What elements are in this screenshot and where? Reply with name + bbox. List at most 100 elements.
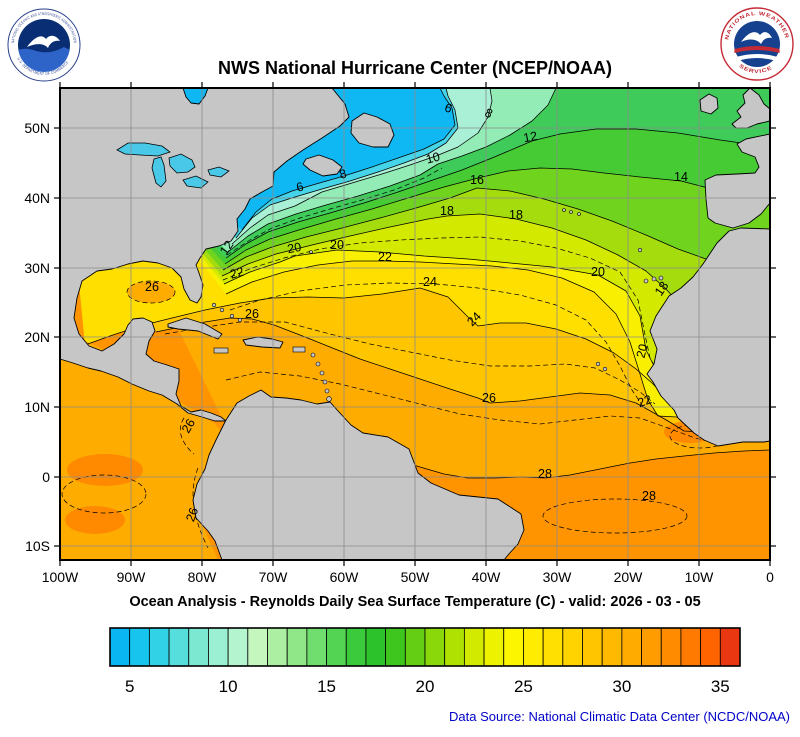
land-newfoundland [350, 112, 395, 148]
isotherm-16 [222, 187, 771, 271]
colorbar-cell [129, 627, 150, 667]
colorbar-cell [582, 627, 603, 667]
colorbar-cell [463, 627, 485, 667]
lat-label-10S: 10S [25, 538, 50, 554]
lon-label-50W: 50W [401, 569, 431, 585]
lake-superior [116, 142, 171, 157]
land-nova-scotia [302, 154, 343, 177]
colorbar-cell [483, 627, 505, 667]
isotherm-23-dashed [229, 282, 645, 409]
isotherm-26-dashed-colombia [180, 417, 195, 455]
temperature-colorbar: 5 10 15 20 25 30 35 [109, 627, 741, 696]
lon-label-40W: 40W [472, 569, 502, 585]
colorbar-frame [109, 627, 741, 667]
land-jamaica [213, 347, 229, 354]
isotherm-29-loop-atlantic [542, 498, 688, 534]
contour-label-20: 20 [330, 238, 344, 252]
nws-emblem-stripe-2 [736, 54, 778, 61]
lat-label-20N: 20N [24, 329, 50, 345]
isotherm-24 [84, 287, 771, 403]
map-caption: Ocean Analysis - Reynolds Daily Sea Surf… [129, 594, 700, 610]
lon-label-60W: 60W [330, 569, 360, 585]
nws-ring-text-bottom: SERVICE [738, 63, 773, 75]
nws-logo: NATIONAL WEATHER SERVICE [720, 7, 794, 81]
small-islands [211, 208, 664, 402]
contour-label-26: 26 [145, 280, 159, 294]
contour-label-16: 16 [470, 173, 484, 187]
colorbar-cell [109, 627, 131, 667]
gulf-loop-current-eddy [127, 281, 175, 303]
contour-label-12: 12 [522, 129, 538, 145]
hot-patch-pacific-1 [67, 454, 143, 486]
contour-label-12: 12 [217, 238, 236, 257]
colorbar-cell [227, 627, 249, 667]
nws-emblem-globe [734, 21, 780, 67]
colorbar-cell [503, 627, 524, 667]
lake-michigan [151, 156, 167, 188]
isotherm-14 [224, 167, 771, 265]
lake-ontario [207, 166, 230, 178]
land-south-america [192, 389, 525, 561]
dashed-isotherms [61, 167, 731, 549]
colorbar-cell [385, 627, 406, 667]
colorbar-cell [247, 627, 268, 667]
colorbar-cell [700, 627, 721, 667]
contour-label-26: 26 [179, 416, 198, 435]
contour-label-6: 6 [443, 100, 454, 116]
isotherm-12 [225, 128, 771, 259]
contour-label-8: 8 [338, 166, 348, 181]
hot-patch-pacific-2 [65, 506, 125, 534]
contour-label-24: 24 [423, 275, 437, 289]
contour-label-20: 20 [634, 342, 651, 359]
land-puerto-rico [292, 346, 306, 353]
isotherm-19-dashed [222, 236, 661, 377]
lon-label-20W: 20W [614, 569, 644, 585]
lon-label-80W: 80W [188, 569, 218, 585]
pacific-warm-patch [60, 332, 222, 560]
colorbar-cell [523, 627, 544, 667]
colorbar-cell [148, 627, 170, 667]
lat-label-10N: 10N [24, 399, 50, 415]
isotherm-18 [221, 213, 771, 307]
lat-label-40N: 40N [24, 190, 50, 206]
contour-label-20: 20 [286, 240, 302, 256]
lat-lon-grid [60, 88, 770, 560]
colorbar-cell [660, 627, 682, 667]
nws-bird-icon [741, 32, 772, 44]
lon-label-90W: 90W [117, 569, 147, 585]
land-cuba [167, 317, 223, 340]
contour-label-22: 22 [228, 265, 245, 282]
colorbar-tick-30: 30 [612, 677, 631, 696]
colorbar-cell [444, 627, 465, 667]
colorbar-cell [621, 627, 642, 667]
colorbar-cell [424, 627, 446, 667]
colorbar-cell [404, 627, 426, 667]
land-france-iberia [704, 133, 771, 229]
contour-label-18: 18 [652, 279, 671, 298]
colorbar-cell [345, 627, 367, 667]
noaa-emblem-sea [18, 47, 70, 73]
colorbar-cell [208, 627, 229, 667]
axis-ticks [54, 82, 776, 566]
axis-labels: 100W 90W 80W 70W 60W 50W 40W 30W 20W 10W 0 50N 40N 30… [24, 120, 774, 585]
nws-emblem-stripe-1 [734, 46, 780, 53]
lon-label-100W: 100W [42, 569, 79, 585]
contour-label-22: 22 [636, 392, 654, 410]
isotherm-20 [223, 249, 771, 383]
contour-label-26: 26 [245, 307, 259, 321]
colorbar-cell [719, 627, 741, 667]
contour-label-10: 10 [424, 150, 441, 167]
contour-label-20: 20 [591, 265, 605, 279]
page-title: NWS National Hurricane Center (NCEP/NOAA… [218, 58, 612, 78]
colorbar-cell [326, 627, 347, 667]
colorbar-tick-15: 15 [317, 677, 336, 696]
colorbar-tick-25: 25 [514, 677, 533, 696]
colorbar-cell [168, 627, 190, 667]
great-lakes [116, 142, 230, 189]
colorbar-cell [542, 627, 564, 667]
lat-label-30N: 30N [24, 260, 50, 276]
contour-label-26: 26 [183, 506, 201, 524]
land-north-central-america [59, 87, 350, 422]
